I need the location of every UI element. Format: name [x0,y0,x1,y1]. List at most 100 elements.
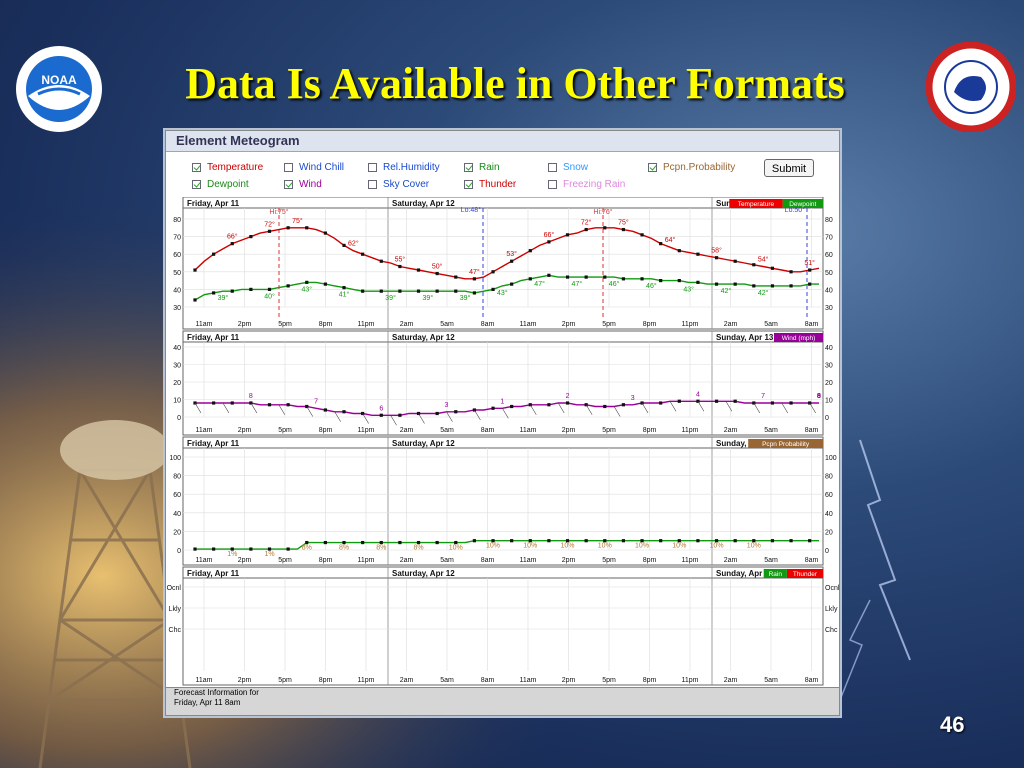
data-point [547,403,551,407]
chart-frame [182,436,824,566]
y-tick-label-right: 60 [825,252,833,259]
data-point [603,404,607,409]
option-label: Sky Cover [383,179,430,190]
data-label: 47° [534,280,545,288]
y-tick-label: 60 [173,252,181,259]
wind-barb [194,402,202,414]
x-tick-label: 5pm [602,427,616,434]
data-label: 53° [506,250,517,258]
data-label: 1 [500,398,504,405]
checkbox[interactable] [548,180,557,189]
data-point [230,547,234,551]
x-tick-label: 11pm [682,427,699,434]
data-point [733,259,737,263]
checkbox[interactable] [192,163,201,172]
checkbox[interactable] [192,180,201,189]
x-tick-label: 8am [805,557,819,564]
x-tick-label: 5am [440,677,454,684]
legend-label: Thunder [793,571,818,578]
data-point [230,289,234,293]
data-label: 50° [432,263,443,271]
data-point [528,539,532,543]
day-label: Saturday, Apr 12 [392,199,455,208]
chart-frame [182,330,824,436]
x-tick-label: 2am [400,557,414,564]
data-point [342,286,346,290]
option-label: Wind [299,179,322,190]
x-tick-label: 5pm [602,557,616,564]
x-tick-label: 2pm [238,427,252,434]
y-tick-label: Chc [169,627,182,634]
data-point [621,277,626,281]
x-tick-label: 8pm [643,321,657,328]
data-point [733,282,737,286]
data-label: 46° [646,282,657,290]
checkbox[interactable] [648,163,657,172]
option-dewpoint[interactable]: Dewpoint [192,179,249,190]
x-tick-label: 8am [481,427,495,434]
hi-lo-marker-label: Lo:50° [785,206,806,214]
checkbox[interactable] [548,163,557,172]
data-point [752,263,756,267]
chart-frame [182,566,824,686]
data-point [193,298,197,302]
checkbox[interactable] [368,163,377,172]
data-point [342,540,346,545]
checkbox[interactable] [284,180,293,189]
meteogram-chart-2: Friday, Apr 11 Saturday, Apr 12 Sunday, Ap… [173,330,833,436]
option-label: Temperature [207,162,264,173]
data-point [323,231,327,235]
data-point [621,227,626,232]
legend-chip [774,333,823,342]
data-point [379,259,383,263]
data-label: 72° [264,220,275,228]
data-label: 10% [523,543,537,550]
option-rel-humidity[interactable]: Rel.Humidity [368,162,440,173]
data-label: 41° [339,291,350,299]
x-tick-label: 5am [440,427,454,434]
y-tick-label-right: 50 [825,270,833,277]
checkbox[interactable] [464,163,473,172]
checkbox[interactable] [464,180,473,189]
data-point [808,401,812,405]
submit-button[interactable]: Submit [764,159,814,177]
data-label: 8% [413,545,423,552]
data-point [677,249,681,253]
data-point [286,226,290,230]
data-point [696,539,700,543]
x-tick-label: 11pm [682,321,699,328]
data-label: 39° [385,294,396,302]
option-pcpn-probability[interactable]: Pcpn.Probability [648,162,735,173]
x-tick-label: 2am [724,427,738,434]
data-point [379,413,383,417]
x-tick-label: 5pm [602,321,616,328]
day-label: Friday, Apr 11 [187,333,240,342]
x-tick-label: 8pm [643,427,657,434]
option-sky-cover[interactable]: Sky Cover [368,179,429,190]
option-freezing-rain[interactable]: Freezing Rain [548,179,625,190]
data-point [454,540,458,545]
checkbox[interactable] [368,180,377,189]
option-thunder[interactable]: Thunder [464,179,516,190]
checkbox[interactable] [284,163,293,172]
data-point [677,279,681,283]
y-tick-label-right: 70 [825,235,833,242]
option-rain[interactable]: Rain [464,162,500,173]
option-wind-chill[interactable]: Wind Chill [284,162,344,173]
data-point [547,240,551,244]
data-point [286,403,290,407]
x-tick-label: 5am [440,557,454,564]
wind-barb [278,404,286,415]
option-temperature[interactable]: Temperature [192,162,263,173]
option-snow[interactable]: Snow [548,162,588,173]
x-tick-label: 5pm [278,321,292,328]
y-tick-label-right: Lkly [825,606,838,613]
data-label: 42° [721,287,732,295]
data-point [510,404,514,409]
y-tick-label: 0 [177,415,181,422]
data-point [361,252,365,256]
data-label: 47° [469,268,480,276]
y-tick-label: 10 [173,398,181,405]
option-wind[interactable]: Wind [284,179,322,190]
nws-logo: NATIONAL WEATHER SERVICE [926,42,1016,132]
